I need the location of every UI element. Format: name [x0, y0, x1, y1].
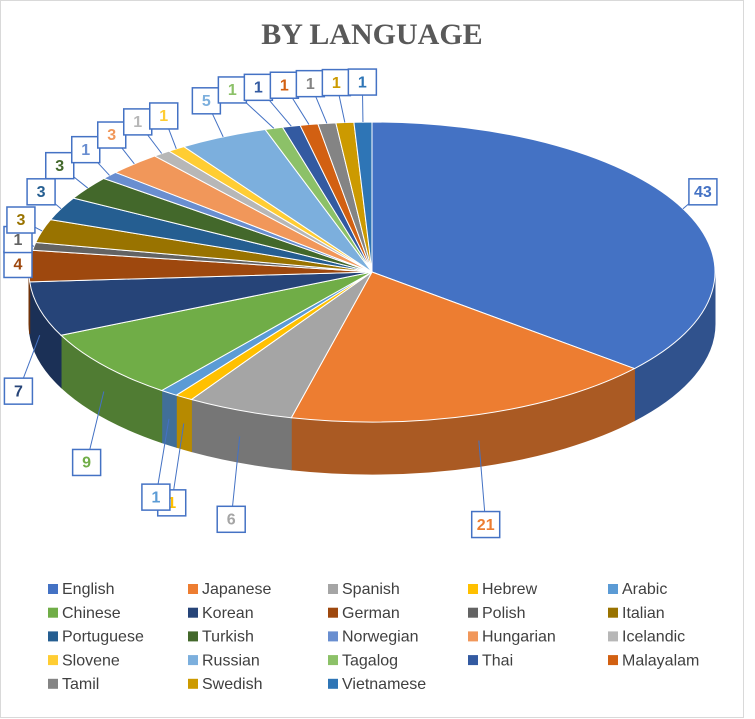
value-label-box: [44, 151, 75, 180]
legend-swatch: [328, 607, 338, 618]
leader-line: [478, 440, 487, 525]
value-label: 3: [107, 127, 116, 144]
legend-swatch: [188, 678, 198, 689]
value-label: 1: [228, 82, 237, 99]
legend-label: Italian: [622, 605, 665, 622]
value-label: 9: [82, 455, 91, 472]
slice-side: [161, 389, 177, 448]
value-label: 6: [227, 512, 236, 529]
legend-label: Tamil: [62, 676, 99, 693]
leader-line: [230, 436, 241, 520]
legend-swatch: [608, 584, 618, 594]
legend-label: Korean: [202, 605, 254, 622]
value-label: 3: [16, 212, 25, 229]
legend-swatch: [188, 631, 198, 642]
legend-swatch: [48, 607, 58, 618]
legend-swatch: [48, 584, 58, 594]
legend-swatch: [48, 631, 58, 642]
value-label-box: [216, 505, 246, 534]
value-label: 1: [81, 142, 90, 159]
value-label-box: [6, 206, 36, 234]
value-label: 4: [14, 257, 23, 274]
value-label-box: [191, 87, 222, 115]
legend-label: Hebrew: [482, 581, 538, 598]
value-label-box: [26, 178, 56, 206]
legend-swatch: [328, 655, 338, 666]
legend-label: German: [342, 605, 400, 622]
legend-swatch: [468, 584, 478, 594]
slice: [371, 121, 716, 370]
value-label-box: [71, 448, 102, 477]
value-label: 1: [332, 75, 341, 92]
value-label: 1: [151, 489, 160, 506]
legend-label: Norwegian: [342, 629, 418, 646]
value-label: 1: [167, 495, 176, 512]
value-label: 43: [694, 184, 712, 201]
legend-swatch: [188, 584, 198, 594]
value-label: 3: [55, 158, 64, 175]
legend-label: Malayalam: [622, 652, 699, 669]
value-label: 1: [254, 80, 263, 97]
slice: [29, 271, 373, 336]
legend-swatch: [608, 631, 618, 642]
value-label-box: [347, 68, 378, 96]
legend-label: Tagalog: [342, 652, 398, 669]
legend-label: Thai: [482, 652, 513, 669]
legend-label: Slovene: [62, 652, 120, 669]
legend-label: Japanese: [202, 581, 271, 598]
value-label-box: [70, 135, 101, 164]
legend-swatch: [608, 655, 618, 666]
slice: [290, 271, 636, 423]
value-label: 1: [133, 114, 142, 131]
legend-swatch: [328, 584, 338, 594]
legend-swatch: [468, 631, 478, 642]
value-label-box: [470, 510, 501, 539]
value-label-box: [217, 76, 248, 104]
legend-swatch: [188, 607, 198, 618]
legend-label: Russian: [202, 652, 260, 669]
legend-swatch: [188, 655, 198, 666]
legend-label: Polish: [482, 605, 526, 622]
legend-swatch: [468, 607, 478, 618]
value-label: 1: [280, 77, 289, 94]
value-label: 21: [477, 517, 495, 534]
slice: [59, 271, 373, 392]
legend-label: Portuguese: [62, 629, 144, 646]
value-label: 3: [37, 184, 46, 201]
legend-swatch: [48, 655, 58, 666]
legend-label: Spanish: [342, 581, 400, 598]
legend-label: Vietnamese: [342, 676, 426, 693]
value-label: 1: [159, 108, 168, 125]
legend-label: Arabic: [622, 581, 667, 598]
legend-label: English: [62, 581, 114, 598]
value-label: 1: [306, 76, 315, 93]
legend-label: Icelandic: [622, 629, 685, 646]
value-label: 5: [202, 93, 211, 110]
legend-swatch: [328, 678, 338, 689]
legend-label: Chinese: [62, 605, 121, 622]
value-label-box: [141, 483, 171, 511]
slice-side: [175, 394, 192, 453]
legend-swatch: [328, 631, 338, 642]
value-label-box: [122, 108, 153, 136]
legend-label: Swedish: [202, 676, 262, 693]
legend-swatch: [48, 678, 58, 689]
value-label: 1: [14, 232, 23, 249]
legend-swatch: [608, 607, 618, 618]
chart-title: BY LANGUAGE: [261, 18, 482, 51]
value-label: 1: [358, 74, 367, 91]
legend-label: Hungarian: [482, 629, 556, 646]
value-label: 7: [14, 383, 23, 400]
value-label-box: [688, 178, 718, 206]
legend-swatch: [468, 655, 478, 666]
legend-label: Turkish: [202, 629, 254, 646]
value-label-box: [3, 377, 34, 405]
value-label-box: [269, 71, 300, 99]
value-label-box: [148, 102, 179, 130]
